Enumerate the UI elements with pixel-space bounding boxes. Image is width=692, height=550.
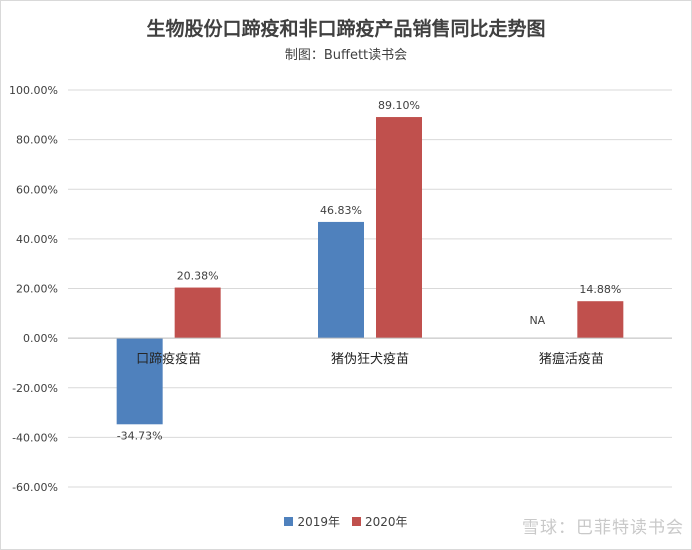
legend-label-2020: 2020年	[365, 515, 408, 529]
data-label: 89.10%	[378, 99, 420, 112]
bar	[376, 117, 422, 339]
bar	[174, 287, 221, 339]
data-label: NA	[529, 314, 545, 327]
data-label: 46.83%	[320, 204, 362, 217]
legend-item-2019: 2019年	[284, 513, 340, 530]
legend: 2019年 2020年	[0, 513, 692, 530]
bar	[318, 221, 364, 339]
bar-chart: 100.00% 80.00% 60.00% 40.00% 20.00% 0.00% -20.…	[9, 84, 672, 494]
legend-item-2020: 2020年	[352, 513, 408, 530]
y-tick-label: 20.00%	[16, 283, 58, 296]
y-tick-label: -60.00%	[12, 481, 58, 494]
legend-swatch-2019	[284, 517, 294, 526]
category-label: 猪伪狂犬疫苗	[331, 351, 409, 367]
chart-subtitle: 制图：Buffett读书会	[284, 48, 408, 63]
y-tick-label: 40.00%	[16, 233, 58, 246]
y-tick-label: -20.00%	[12, 382, 58, 395]
bar	[116, 338, 163, 425]
y-tick-label: -40.00%	[12, 431, 58, 444]
bar	[577, 301, 624, 339]
y-tick-label: 0.00%	[23, 332, 58, 345]
data-label: 14.88%	[579, 283, 621, 296]
data-label: -34.73%	[117, 429, 163, 442]
data-label: 20.38%	[177, 270, 219, 283]
category-label: 猪瘟活疫苗	[539, 351, 604, 367]
legend-label-2019: 2019年	[297, 515, 340, 529]
y-tick-label: 60.00%	[16, 183, 58, 196]
y-tick-label: 80.00%	[16, 134, 58, 147]
legend-swatch-2020	[352, 517, 361, 526]
y-tick-label: 100.00%	[9, 84, 58, 97]
category-label: 口蹄疫疫苗	[136, 351, 201, 367]
watermark: 雪球：巴菲特读书会	[522, 518, 684, 538]
chart-title: 生物股份口蹄疫和非口蹄疫产品销售同比走势图	[146, 18, 546, 40]
